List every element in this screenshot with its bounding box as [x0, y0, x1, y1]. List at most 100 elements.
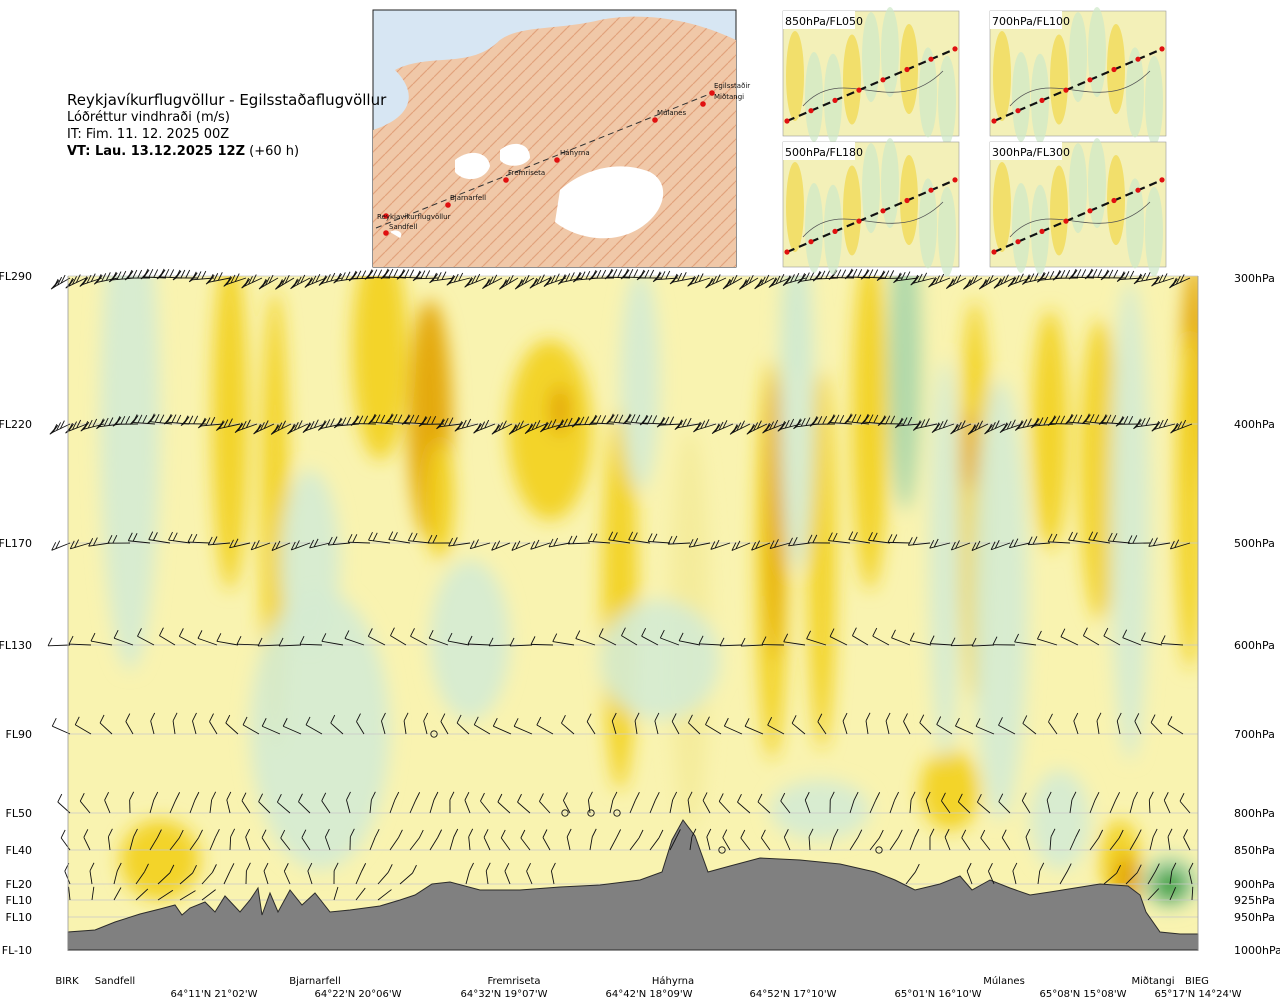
wind-barb [757, 793, 771, 814]
wind-barb [449, 791, 455, 814]
shading-cell [550, 385, 570, 435]
wind-barb [919, 714, 932, 735]
wind-barb [469, 539, 491, 550]
wind-barb [629, 829, 644, 851]
wind-barb [1073, 712, 1079, 735]
wind-barb [369, 791, 376, 814]
wind-barb [909, 632, 932, 646]
pressure-label: 500hPa [1234, 537, 1275, 550]
wind-barb [998, 717, 1016, 735]
wind-barb [389, 829, 403, 851]
route-map[interactable]: Egilsstaðir Miðtangi Múlanes Háhyrna Fremris… [372, 9, 750, 268]
wind-barb [1134, 713, 1142, 735]
coordinate-label: 64°22'N 20°06'W [315, 989, 402, 1000]
wind-barb [275, 275, 295, 290]
wind-barb [909, 791, 916, 814]
wind-barb [201, 864, 217, 885]
wind-barb [497, 793, 511, 814]
wind-barb [290, 274, 311, 290]
wind-barb [258, 274, 279, 290]
thumbnail-panel[interactable]: 500hPa/FL180 [782, 138, 960, 277]
coordinate-label: 64°52'N 17°10'W [750, 989, 837, 1000]
wind-barb [350, 415, 377, 426]
wind-barb [60, 829, 71, 851]
wind-barb [68, 886, 71, 901]
pressure-label: 1000hPa [1234, 944, 1280, 957]
shading-cell [280, 470, 340, 650]
waypoint-label: Bjarnarfell [289, 976, 341, 987]
small-glacier [390, 230, 402, 238]
wind-barb [468, 828, 474, 851]
wind-barb [941, 792, 951, 814]
wind-barb [467, 635, 491, 646]
wind-barb [990, 540, 1011, 551]
wind-barb [197, 416, 224, 429]
wind-barb [205, 272, 231, 285]
wind-barb [844, 268, 871, 280]
calm-wind-circle [587, 809, 595, 817]
route-point [652, 117, 658, 123]
wind-barb [649, 829, 664, 851]
wind-barb [740, 637, 764, 647]
wind-barb [907, 536, 931, 546]
wind-barb [47, 637, 71, 647]
shading-cell [100, 276, 160, 670]
wind-barb [209, 713, 218, 735]
wind-barb [860, 269, 887, 280]
wind-barb [1169, 539, 1191, 550]
map-place-label: Háhyrna [560, 149, 590, 157]
wind-barb [1179, 793, 1191, 814]
wind-barb [669, 791, 678, 814]
wind-barb [950, 420, 972, 435]
wind-barb [936, 716, 953, 735]
wind-barb [817, 713, 827, 735]
wind-barb [172, 269, 199, 281]
coordinate-label: 64°32'N 19°07'W [461, 989, 548, 1000]
wind-barb [485, 862, 491, 885]
wind-barb [271, 540, 291, 551]
thumbnail-panel[interactable]: 300hPa/FL300 [989, 138, 1167, 277]
route-line [375, 92, 713, 229]
wind-barb [945, 274, 967, 289]
wind-barb [807, 534, 831, 544]
wind-barb [636, 269, 663, 281]
wind-barb [112, 415, 139, 427]
wind-barb [157, 864, 175, 885]
wind-barb [963, 274, 983, 290]
wind-barb [69, 539, 91, 550]
wind-barb [761, 636, 785, 646]
wind-barb [903, 713, 911, 735]
wind-barb [180, 415, 207, 427]
wind-barb [806, 630, 827, 646]
coordinate-label: 64°11'N 21°02'W [171, 989, 258, 1000]
wind-barb [253, 420, 275, 435]
wind-barb [179, 890, 196, 901]
level-thumbnails[interactable]: 850hPa/FL050 700hPa/FL100 500hPa/FL180 300h… [782, 7, 1167, 277]
route-title: Reykjavíkurflugvöllur - Egilsstaðaflugvö… [67, 91, 387, 109]
wind-barb [129, 828, 138, 851]
wind-barb [333, 271, 359, 284]
wind-barb [482, 274, 503, 290]
wind-barb [967, 420, 989, 435]
wind-barb [1129, 791, 1138, 814]
wind-barb [423, 712, 429, 735]
title-block: Reykjavíkurflugvöllur - Egilsstaðaflugvö… [67, 92, 386, 160]
wind-barb [865, 712, 871, 735]
thumbnail-panel[interactable]: 850hPa/FL050 [782, 7, 960, 146]
map-place-label: Reykjavíkurflugvöllur [377, 213, 451, 221]
wind-barb [1081, 413, 1108, 425]
wind-barb [548, 537, 571, 548]
wind-barb [1183, 829, 1191, 851]
wind-barb [1169, 887, 1177, 901]
wind-barb [113, 630, 134, 646]
flight-level-label: FL40 [6, 844, 32, 857]
shading-cell [972, 380, 1028, 820]
wind-barb [605, 413, 632, 425]
wind-barb [910, 272, 935, 286]
wind-barb [1170, 419, 1193, 434]
wind-barb [245, 862, 251, 885]
thumbnail-panel[interactable]: 700hPa/FL100 [989, 7, 1167, 146]
wind-barb [1160, 635, 1184, 646]
wind-barb [647, 533, 671, 544]
wind-barb [89, 862, 95, 885]
